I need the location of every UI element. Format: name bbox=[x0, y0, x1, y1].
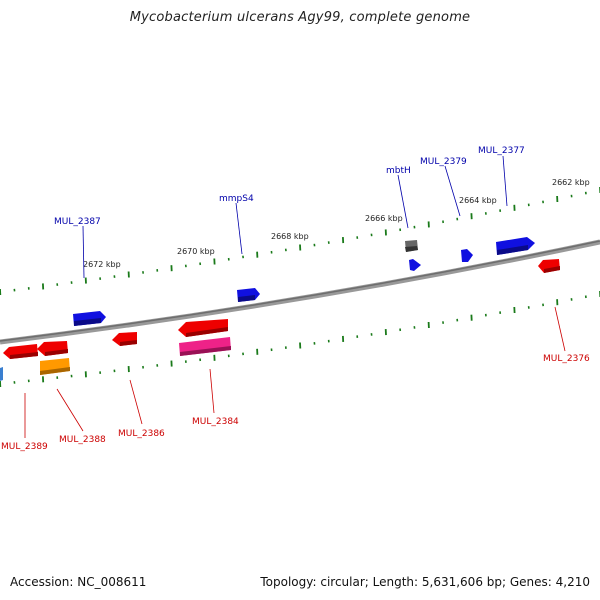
kbp-label: 2664 kbp bbox=[459, 196, 497, 205]
kbp-label: 2668 kbp bbox=[271, 232, 309, 241]
gene-mbtH[interactable] bbox=[405, 240, 421, 271]
forward-gene-label[interactable]: mbtH bbox=[386, 166, 411, 176]
kbp-label: 2670 kbp bbox=[177, 247, 215, 256]
reverse-gene-label[interactable]: MUL_2376 bbox=[543, 354, 590, 364]
gene-MUL_2379[interactable] bbox=[461, 249, 473, 262]
reverse-gene-label[interactable]: MUL_2386 bbox=[118, 429, 165, 439]
gene-MUL_2388[interactable] bbox=[37, 341, 70, 375]
gene-MUL_2389[interactable] bbox=[3, 344, 38, 359]
forward-gene-label[interactable]: MUL_2387 bbox=[54, 217, 101, 227]
gene-mmpS4[interactable] bbox=[237, 288, 260, 302]
map-title: Mycobacterium ulcerans Agy99, complete g… bbox=[129, 10, 471, 25]
kbp-label: 2672 kbp bbox=[83, 260, 121, 269]
outer-tick-ring bbox=[0, 187, 600, 296]
forward-gene-label[interactable]: MUL_2377 bbox=[478, 146, 525, 156]
forward-gene-label[interactable]: mmpS4 bbox=[219, 194, 254, 204]
gene-MUL_2377[interactable] bbox=[496, 237, 535, 255]
gene-MUL_2386[interactable] bbox=[112, 332, 137, 346]
gene-MUL_2376[interactable] bbox=[538, 259, 560, 273]
gene-edge-fragment bbox=[0, 367, 3, 381]
inner-tick-ring bbox=[0, 291, 600, 388]
reverse-leader-lines bbox=[24, 306, 566, 438]
genome-backbone bbox=[0, 239, 600, 345]
reverse-gene-label[interactable]: MUL_2384 bbox=[192, 417, 239, 427]
kbp-label: 2662 kbp bbox=[552, 178, 590, 187]
gene-MUL_2387[interactable] bbox=[73, 311, 106, 326]
gene-MUL_2384[interactable] bbox=[178, 319, 231, 356]
forward-leader-lines bbox=[82, 155, 508, 279]
topology-text: Topology: circular; Length: 5,631,606 bp… bbox=[260, 575, 590, 589]
accession-text: Accession: NC_008611 bbox=[10, 575, 147, 589]
forward-gene-label[interactable]: MUL_2379 bbox=[420, 157, 467, 167]
reverse-gene-label[interactable]: MUL_2389 bbox=[1, 442, 48, 452]
kbp-label: 2666 kbp bbox=[365, 214, 403, 223]
reverse-gene-label[interactable]: MUL_2388 bbox=[59, 435, 106, 445]
